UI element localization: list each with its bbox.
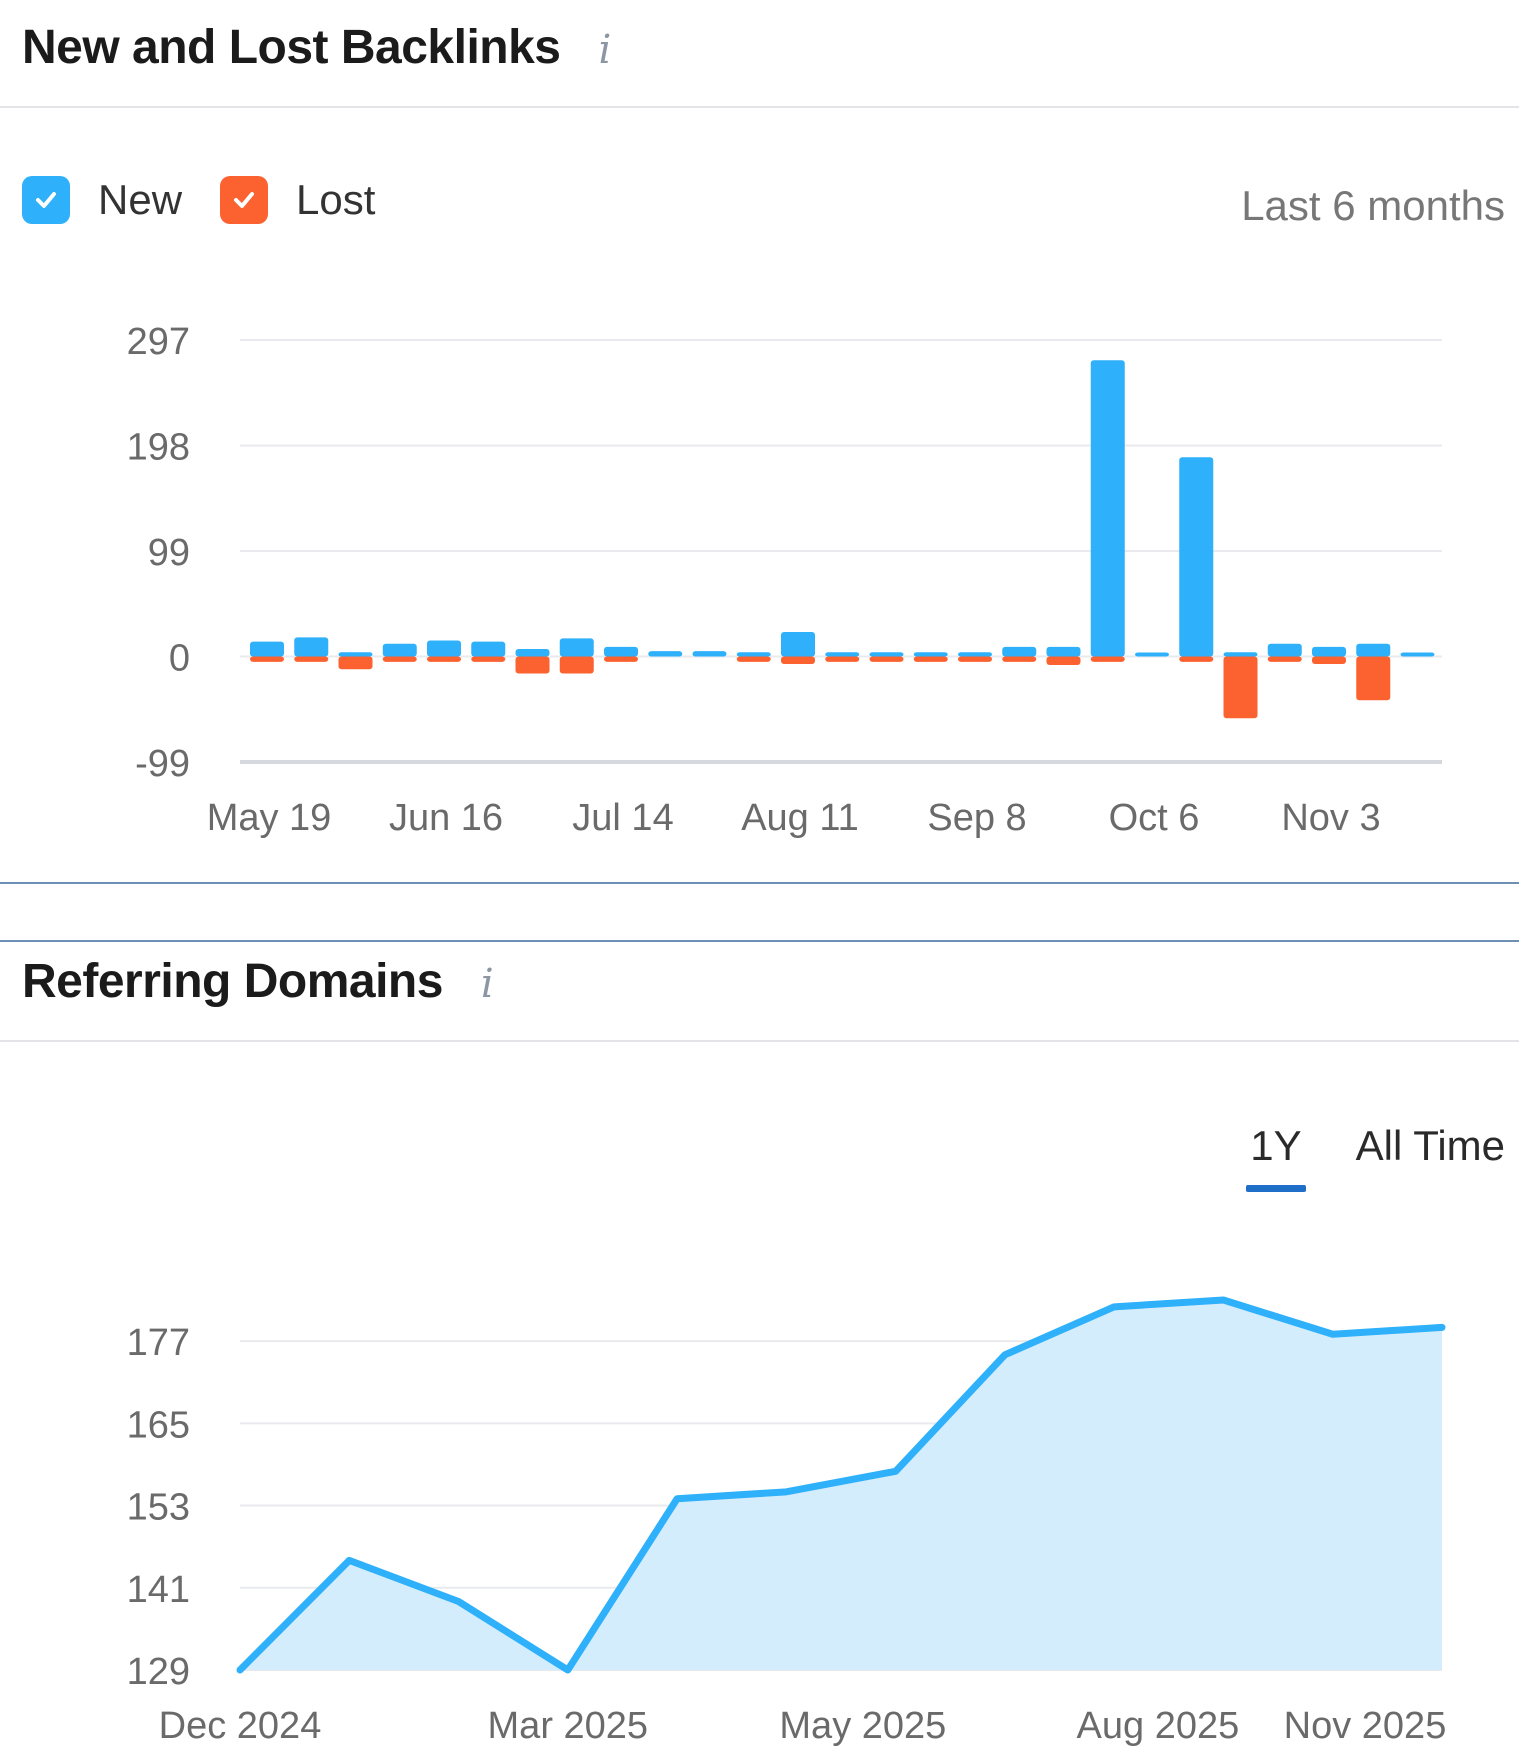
- new-bar: [471, 641, 506, 657]
- panel-separator-top: [0, 882, 1519, 884]
- x-tick-label: Aug 11: [741, 797, 859, 839]
- new-bar: [294, 637, 329, 657]
- legend: New Lost: [22, 176, 413, 224]
- new-bar: [781, 631, 815, 657]
- new-bar: [1090, 360, 1125, 657]
- new-bar: [1046, 646, 1081, 657]
- new-bar: [692, 651, 727, 657]
- x-tick-label: Nov 3: [1281, 797, 1380, 839]
- lost-bar: [1090, 656, 1125, 662]
- legend-lost-label: Lost: [296, 176, 376, 223]
- lost-bar: [604, 656, 638, 662]
- lost-bar: [1223, 656, 1258, 719]
- lost-bar: [1267, 656, 1302, 662]
- legend-lost[interactable]: Lost: [220, 176, 375, 224]
- x-tick-label: Dec 2024: [159, 1705, 322, 1747]
- lost-bar: [1312, 656, 1346, 664]
- lost-bar: [1002, 656, 1037, 662]
- new-bar: [1267, 643, 1302, 657]
- y-tick-label: 141: [127, 1569, 190, 1611]
- new-bar: [958, 652, 992, 657]
- lost-bar: [382, 656, 417, 662]
- lost-bar: [1356, 656, 1391, 701]
- lost-bar: [958, 656, 992, 662]
- x-tick-label: May 2025: [779, 1705, 946, 1747]
- lost-bar: [1179, 656, 1214, 662]
- header-divider: [0, 1040, 1519, 1042]
- new-bar: [1312, 646, 1346, 657]
- info-icon[interactable]: i: [480, 961, 494, 1007]
- y-tick-label: 177: [127, 1322, 190, 1364]
- y-tick-label: 297: [127, 321, 190, 363]
- lost-bar: [515, 656, 550, 674]
- lost-bar: [559, 656, 594, 674]
- new-bar: [1135, 652, 1169, 657]
- y-tick-label: 129: [127, 1651, 190, 1693]
- y-tick-label: 198: [127, 427, 190, 469]
- backlinks-bar-chart: 297 198 99 0 -99 May 19 Jun 16 Jul 14 Aug 11 Sep …: [127, 321, 1442, 839]
- legend-new[interactable]: New: [22, 176, 182, 224]
- new-bar: [1356, 643, 1391, 657]
- x-tick-label: Nov 2025: [1284, 1705, 1447, 1747]
- range-tabs: 1Y All Time: [1196, 1122, 1505, 1192]
- new-bar: [250, 641, 284, 657]
- new-bar: [825, 652, 860, 657]
- new-bar: [382, 643, 417, 657]
- new-bar: [869, 652, 904, 657]
- domains-title: Referring Domains i: [22, 954, 494, 1009]
- tab-all-time[interactable]: All Time: [1355, 1122, 1505, 1169]
- lost-bar: [250, 656, 284, 662]
- backlinks-title: New and Lost Backlinks i: [22, 20, 611, 75]
- x-tick-label: May 19: [207, 797, 332, 839]
- x-tick-label: Oct 6: [1109, 797, 1200, 839]
- header-divider: [0, 106, 1519, 108]
- x-tick-label: Aug 2025: [1077, 1705, 1240, 1747]
- new-bar: [648, 651, 683, 657]
- lost-bar: [1046, 656, 1081, 666]
- new-bar: [1002, 646, 1037, 657]
- new-bar: [338, 652, 373, 657]
- x-tick-label: Sep 8: [927, 797, 1026, 839]
- new-bar: [736, 652, 771, 657]
- y-tick-label: 165: [127, 1404, 190, 1446]
- lost-bar: [825, 656, 860, 662]
- referring-domains-area-chart: 177 165 153 141 129 Dec 2024 Mar 2025 May 2025 A…: [127, 1296, 1447, 1747]
- lost-bar: [294, 656, 329, 662]
- lost-bar: [471, 656, 506, 662]
- new-bar: [913, 652, 948, 657]
- y-tick-label: 99: [148, 532, 190, 574]
- lost-bar: [338, 656, 373, 670]
- new-bar: [427, 640, 461, 657]
- lost-bar: [913, 656, 948, 662]
- new-checkbox-icon[interactable]: [22, 176, 70, 224]
- new-bar: [515, 649, 550, 657]
- lost-checkbox-icon[interactable]: [220, 176, 269, 224]
- new-bar: [1223, 652, 1258, 657]
- tab-1y[interactable]: 1Y: [1246, 1122, 1307, 1192]
- backlinks-title-text: New and Lost Backlinks: [22, 21, 561, 74]
- lost-bar: [427, 656, 461, 662]
- new-bar: [1400, 652, 1435, 657]
- x-tick-label: Jun 16: [389, 797, 503, 839]
- new-bar: [559, 638, 594, 657]
- info-icon[interactable]: i: [598, 27, 612, 73]
- x-tick-label: Mar 2025: [488, 1705, 649, 1747]
- x-tick-label: Jul 14: [572, 797, 673, 839]
- panel-separator-bottom: [0, 940, 1519, 942]
- y-tick-label: 153: [127, 1487, 190, 1529]
- legend-new-label: New: [98, 176, 183, 223]
- new-bar: [1179, 457, 1214, 657]
- domains-title-text: Referring Domains: [22, 955, 443, 1008]
- y-tick-label: 0: [169, 638, 190, 680]
- y-tick-label: -99: [135, 743, 190, 785]
- series-line: [236, 1296, 1446, 1674]
- new-bar: [604, 646, 638, 657]
- lost-bar: [869, 656, 904, 662]
- range-label[interactable]: Last 6 months: [1241, 182, 1505, 229]
- lost-bar: [781, 656, 815, 664]
- lost-bar: [736, 656, 771, 662]
